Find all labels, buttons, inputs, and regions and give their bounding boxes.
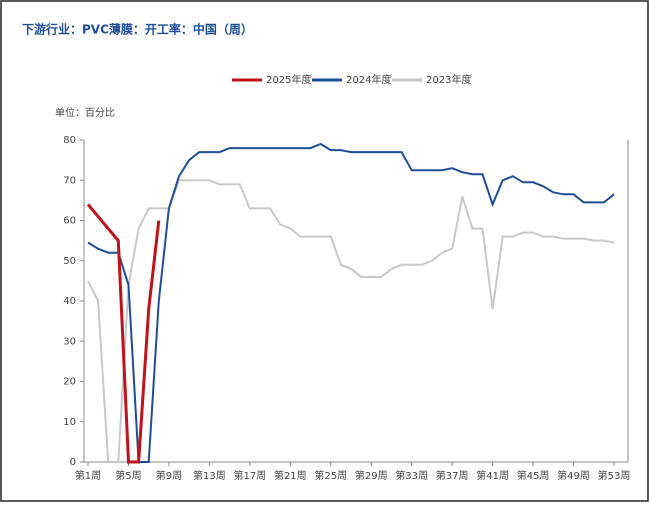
- legend-label: 2023年度: [426, 73, 471, 86]
- x-tick-label: 第21周: [274, 469, 307, 482]
- legend-label: 2025年度: [266, 73, 311, 86]
- x-tick-label: 第5周: [115, 469, 141, 482]
- x-tick-label: 第41周: [476, 469, 509, 482]
- x-tick-label: 第29周: [355, 469, 388, 482]
- y-tick-label: 30: [63, 336, 76, 347]
- y-tick-label: 40: [63, 296, 76, 307]
- y-tick-label: 20: [63, 377, 76, 388]
- y-tick-label: 50: [63, 256, 76, 267]
- x-tick-label: 第1周: [75, 469, 101, 482]
- x-tick-label: 第49周: [557, 469, 590, 482]
- series-line: [86, 203, 161, 464]
- legend-label: 2024年度: [346, 73, 391, 86]
- unit-label: 单位：百分比: [55, 106, 115, 119]
- y-tick-label: 70: [63, 175, 76, 186]
- x-tick-label: 第9周: [156, 469, 182, 482]
- x-tick-label: 第33周: [395, 469, 428, 482]
- y-tick-label: 60: [63, 216, 76, 227]
- y-tick-label: 80: [63, 135, 76, 146]
- chart-title: 下游行业：PVC薄膜：开工率：中国（周）: [22, 22, 253, 37]
- x-tick-label: 第53周: [598, 469, 631, 482]
- series-line: [87, 142, 615, 463]
- x-tick-label: 第13周: [193, 469, 226, 482]
- x-tick-label: 第45周: [517, 469, 550, 482]
- y-tick-label: 0: [70, 457, 76, 468]
- x-tick-label: 第25周: [314, 469, 347, 482]
- x-tick-label: 第17周: [233, 469, 266, 482]
- x-tick-label: 第37周: [436, 469, 469, 482]
- y-tick-label: 10: [63, 417, 76, 428]
